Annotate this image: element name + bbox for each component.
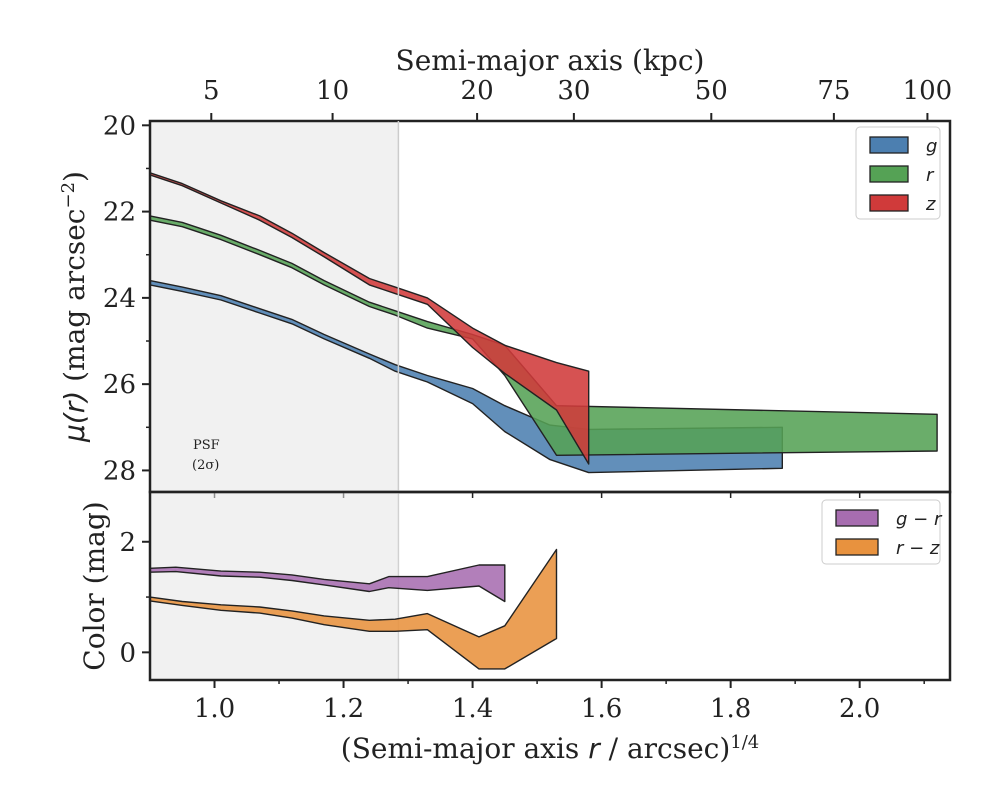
color-legend: g − r r − z: [821, 499, 943, 565]
x-tick-label: 1.0: [194, 694, 235, 724]
x-tick-label: 1.4: [452, 694, 493, 724]
color-y-tick-label: 0: [119, 638, 136, 668]
legend-swatch-r-minus-z: [835, 538, 879, 556]
y-tick-label: 20: [103, 111, 136, 141]
color-y-ticks: 02: [119, 528, 150, 668]
surface-brightness-bands: [149, 172, 938, 474]
color-frame: [148, 490, 952, 682]
y-tick-label: 26: [103, 370, 136, 400]
kpc-tick-label: 5: [203, 76, 220, 106]
legend-label-g: g: [926, 136, 937, 157]
psf-shaded-region: [150, 121, 399, 492]
y-tick-label: 22: [103, 198, 136, 228]
psf-sublabel: (2σ): [192, 458, 219, 473]
color-bands: [149, 548, 558, 670]
color-panel: g − rr − z 02 1.0 1.2 1.4 1.6 1.8 2.0 Color (…: [78, 490, 952, 766]
color-y-tick-label: 2: [119, 528, 136, 558]
x-axis-title: (Semi-major axis r / arcsec)1/4: [341, 732, 759, 766]
kpc-axis-ticks: 5 10 20 30 50 75 100: [203, 76, 952, 121]
kpc-tick-label: 75: [817, 76, 850, 106]
y-tick-label: 24: [103, 284, 136, 314]
color-y-label: Color (mag): [78, 501, 111, 670]
legend-label-r-minus-z: r − z: [896, 538, 940, 559]
x-tick-label: 2.0: [839, 694, 880, 724]
band-g-minus-r: [149, 564, 506, 603]
legend-swatch-z: [869, 194, 909, 212]
band-r-minus-z: [149, 548, 558, 670]
kpc-tick-label: 30: [557, 76, 590, 106]
band-z: [149, 172, 590, 465]
kpc-axis-title: Semi-major axis (kpc): [396, 44, 705, 77]
surface-brightness-y-ticks: 20 22 24 26 28: [103, 111, 150, 486]
legend-swatch-g-minus-r: [835, 509, 879, 527]
kpc-tick-label: 50: [695, 76, 728, 106]
legend-swatch-r: [869, 165, 909, 183]
surface-brightness-y-label: μ(r) (mag arcsec−2): [58, 171, 92, 443]
kpc-tick-label: 20: [461, 76, 494, 106]
x-tick-label: 1.8: [710, 694, 751, 724]
kpc-tick-label: 100: [903, 76, 953, 106]
x-tick-label: 1.2: [323, 694, 364, 724]
surface-brightness-legend: grz: [855, 126, 941, 220]
legend-swatch-g: [869, 136, 909, 154]
legend-label-r: r: [926, 165, 935, 186]
color-x-ticks: 1.0 1.2 1.4 1.6 1.8 2.0: [194, 680, 925, 724]
legend-label-z: z: [925, 194, 936, 215]
band-g: [149, 279, 783, 474]
legend-label-g-minus-r: g − r: [896, 509, 943, 530]
y-tick-label: 28: [103, 456, 136, 486]
kpc-tick-label: 10: [316, 76, 349, 106]
x-tick-label: 1.6: [581, 694, 622, 724]
band-r: [149, 215, 938, 456]
psf-label: PSF: [193, 438, 220, 453]
